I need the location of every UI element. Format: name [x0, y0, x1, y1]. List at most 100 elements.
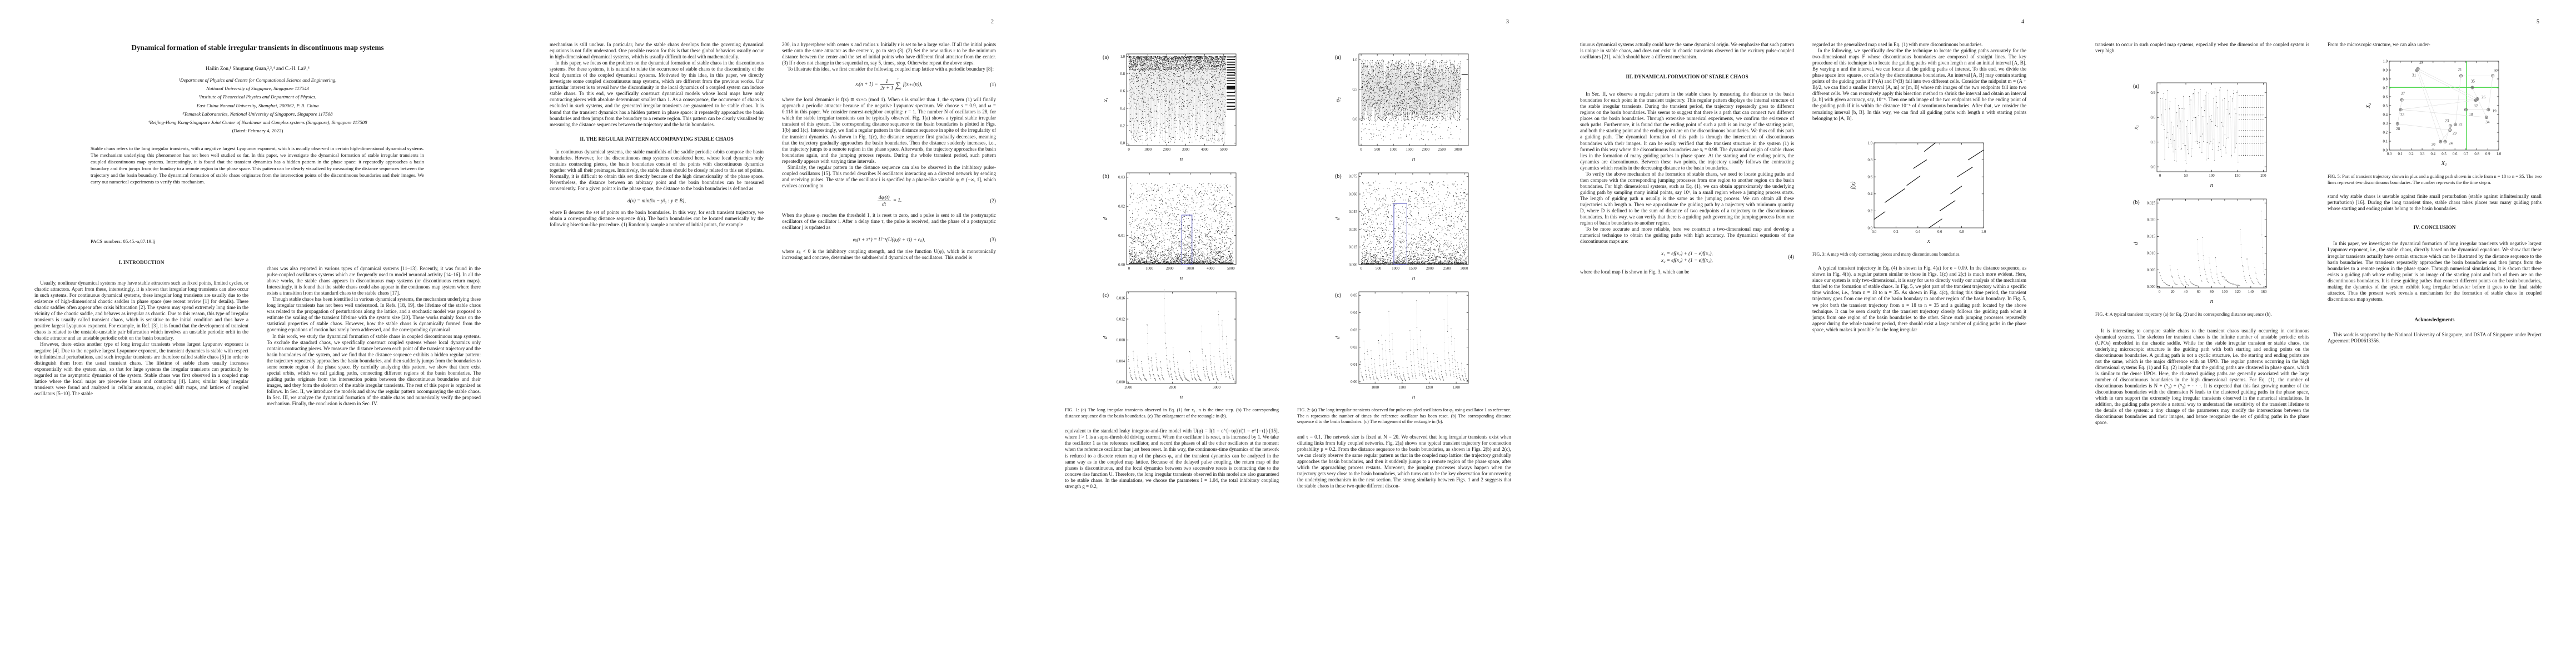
equation-number: (3): [990, 237, 996, 243]
equation: d(x) = min{‖x − y‖₂ : y ∈ B},: [550, 197, 764, 204]
y-axis-label: x1: [2133, 125, 2140, 130]
figure: 0.0 0.1 0.2 0.3 0.4 0.5 0.6 0.7 0.8 0.9 1.0 0.0 0.1 0…: [2328, 57, 2542, 186]
decay-points: [1359, 295, 1468, 381]
point-label: 34: [2485, 120, 2490, 125]
panel-label: (c): [1103, 292, 1109, 298]
equation-number: (2): [990, 198, 996, 204]
axes: [2156, 198, 2267, 288]
page-4-column-right: regarded as the generalized map used in …: [1812, 42, 2026, 333]
y-axis-label: f(x): [1850, 181, 1856, 190]
paragraph: In continuous dynamical systems, the sta…: [550, 148, 764, 191]
svg-text:2000: 2000: [1166, 267, 1174, 271]
equation-line: d(x) = min{‖x − y‖₂ : y ∈ B},: [627, 197, 686, 203]
svg-text:0.00: 0.00: [1118, 263, 1125, 267]
chart-fig3: 0.0 0.2 0.4 0.6 0.8 1.00.00.20.40.60.81.0 f(x)…: [1850, 141, 1986, 245]
section-heading: I. INTRODUCTION: [118, 260, 165, 265]
affiliation-line: National University of Singapore, Singap…: [206, 86, 309, 92]
y-axis-label: x1: [1103, 98, 1109, 103]
chart-fig1b: 0 1000 2000 3000 4000 5000 0.00 0.01 0.02 0.03 (b)…: [1103, 172, 1237, 281]
affiliation-line: East China Normal University, Shanghai, …: [196, 102, 319, 108]
page-4-column-left: tinuous dynamical systems actually could…: [1580, 42, 1794, 275]
equation-line: x₂ = ef(x₂) + (1 − e)f(x₁),: [1661, 257, 1713, 263]
svg-text:1000: 1000: [1144, 148, 1152, 152]
equation-body: dφᵢ(t) dt = 1.: [876, 195, 901, 207]
paragraph: where the local dynamics is f(x) ≅ sx+ω …: [782, 97, 996, 164]
svg-text:0.8: 0.8: [1120, 72, 1125, 76]
page-1: Dynamical formation of stable irregular …: [0, 0, 515, 667]
figure: 0 500 1000 1500 2000 2500 3000 0.0 0.5 1.0 (a) φ2 n 0…: [1297, 49, 1511, 425]
page-2: 2 mechanism is still unclear. In particul…: [515, 0, 1030, 667]
paragraph: Usually, nonlinear dynamical systems may…: [34, 280, 248, 341]
y-axis-label: d: [1335, 336, 1341, 339]
fraction-denominator: dt: [882, 201, 886, 207]
svg-text:0: 0: [1128, 267, 1130, 271]
section-heading: II. THE REGULAR PATTERN ACCOMPANYING STA…: [580, 136, 734, 142]
figure-panel-fig2b: 0 500 1000 1500 2000 2500 3000 0.000 0.015 0.030 0…: [1297, 168, 1511, 283]
periodic-rows: [2239, 95, 2264, 156]
summation: r ∑ j=−r: [895, 78, 901, 91]
equation-body: x₁ = ef(x₁) + (1 − e)f(x₂), x₂ = ef(x₂) +…: [1580, 250, 1794, 263]
svg-text:4000: 4000: [1207, 267, 1214, 271]
x-axis-label: n: [1180, 275, 1183, 281]
panel-label: (b): [2133, 200, 2140, 206]
paragraph: In the following, we specifically descri…: [1812, 48, 2026, 121]
figure-panel-fig4a: 0 50 100 150 200 0.0 0.3 0.6 0.9 (a) x1 n: [2095, 78, 2309, 190]
figure-panel-fig2a: 0 500 1000 1500 2000 2500 3000 0.0 0.5 1.0 (a) φ2 n: [1297, 49, 1511, 164]
paragraph: where the local map f is shown in Fig. 3…: [1580, 269, 1690, 275]
fraction-denominator: 2r + 1: [880, 84, 894, 91]
paragraph: To be more accurate and more reliable, h…: [1580, 226, 1794, 245]
points-cloud: [1361, 121, 1461, 141]
equation: dφᵢ(t) dt = 1. (2): [782, 195, 996, 207]
page-1-column-left: I. INTRODUCTION Usually, nonlinear dynami…: [34, 251, 248, 397]
chart-fig1a: 0 1000 2000 3000 4000 5000 0.0 0.2 0.4 0.6 0.8 1.0 (…: [1103, 53, 1237, 162]
points-cloud: [2160, 87, 2239, 164]
sum-lower-limit: j=−r: [895, 87, 901, 91]
paragraph: This work is supported by the National U…: [2328, 331, 2542, 344]
point-label: 31: [2412, 73, 2416, 78]
x-axis-label: x: [1927, 238, 1930, 245]
point-label: 21: [2458, 67, 2463, 72]
trajectory-markers: 18 19 20 21 22 23 24 25 26 27 28 29 30 31 32 33 34 35: [2395, 61, 2498, 147]
fraction: 1 2r + 1: [880, 78, 894, 91]
x-axis-label: n: [1180, 156, 1183, 162]
paragraph: When the phase φᵢ reaches the threshold …: [782, 212, 996, 231]
map-segments: [1874, 142, 1984, 228]
sum-upper-limit: r: [898, 77, 899, 81]
equation-number: (4): [1788, 254, 1794, 260]
tick-labels: 0 50 100 150 2000.00.30.60.9: [2151, 91, 2267, 178]
tick-labels: 0 1000 2000 3000 4000 5000 0.0 0.2 0.4 0.6 0.8 1.0: [1120, 55, 1228, 152]
zoom-rectangle: [1181, 215, 1193, 265]
page-5-column-right: From the microscopic structure, we can a…: [2328, 42, 2542, 344]
point-label: 27: [2401, 92, 2405, 96]
panel-label: (b): [1103, 173, 1109, 180]
axes: [1126, 53, 1237, 146]
paragraph: A typical transient trajectory in Eq. (4…: [1812, 265, 2026, 332]
figure-panel-fig1a: 0 1000 2000 3000 4000 5000 0.0 0.2 0.4 0.6 0.8 1.0 (…: [1065, 49, 1279, 164]
paragraph: tinuous dynamical systems actually could…: [1580, 42, 1794, 60]
panel-label: (b): [1335, 173, 1342, 180]
page-number: 5: [2537, 19, 2539, 25]
affiliation-line: ²Institute of Theoretical Physics and De…: [198, 94, 317, 100]
zoom-rectangle: [1393, 203, 1407, 265]
paragraph: mechanism is still unclear. In particula…: [550, 42, 764, 60]
pacs-numbers: PACS numbers: 05.45.-a,87.19.lj: [91, 238, 156, 244]
points-cloud: [1128, 183, 1234, 264]
paragraph: To illustrate this idea, we first consid…: [788, 66, 994, 72]
point-label: 25: [2419, 61, 2424, 65]
x-axis-label: n: [1412, 156, 1416, 162]
page-5: 5 transients to occur in such coupled map…: [2061, 0, 2576, 667]
figure-caption: FIG. 5: Part of transient trajectory sho…: [2328, 174, 2542, 185]
y-axis-label: X2: [2365, 103, 2372, 109]
tick-labels: 0 500 1000 1500 2000 2500 30000.0000.0150.0300…: [1349, 175, 1468, 271]
y-axis-label: d: [2133, 242, 2139, 245]
page-number: 3: [1506, 19, 1509, 25]
point-label: 30: [2431, 142, 2436, 147]
paragraph: transients to occur in such coupled map …: [2095, 42, 2309, 54]
paragraph: 200, in a hypersphere with center x and …: [782, 42, 996, 66]
figure-caption: FIG. 4: A typical transient trajectory (…: [2095, 312, 2272, 317]
page-5-column-left: transients to occur in such coupled map …: [2095, 42, 2309, 426]
axes: [1358, 172, 1469, 265]
decay-points: [2159, 211, 2266, 287]
axes: [1126, 291, 1237, 384]
